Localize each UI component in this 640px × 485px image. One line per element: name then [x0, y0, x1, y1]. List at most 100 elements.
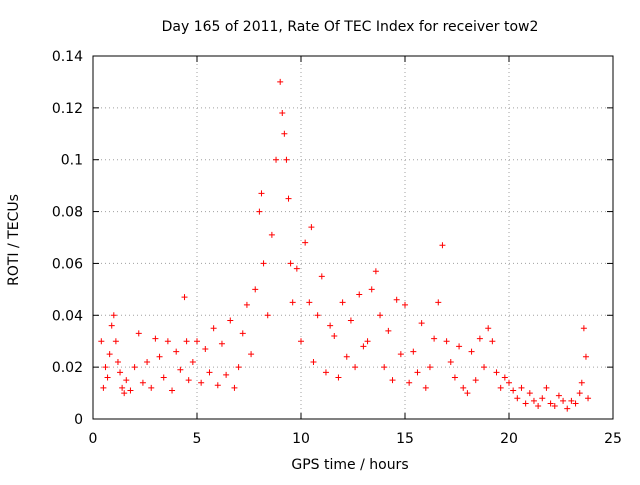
data-point [277, 78, 284, 85]
data-point [580, 325, 587, 332]
data-point [214, 382, 221, 389]
data-point [100, 384, 107, 391]
data-point [139, 379, 146, 386]
data-point [177, 366, 184, 373]
data-point [360, 343, 367, 350]
data-point [576, 390, 583, 397]
data-point [410, 348, 417, 355]
data-point [560, 397, 567, 404]
data-point [108, 322, 115, 329]
x-tick-label: 25 [604, 431, 622, 447]
data-point [198, 379, 205, 386]
data-point [243, 301, 250, 308]
data-point [248, 351, 255, 358]
data-point [547, 400, 554, 407]
x-tick-label: 5 [193, 431, 202, 447]
data-point [121, 390, 128, 397]
data-point [460, 384, 467, 391]
x-tick-label: 10 [292, 431, 310, 447]
data-point [306, 299, 313, 306]
data-point [468, 348, 475, 355]
data-point [339, 299, 346, 306]
data-point [535, 403, 542, 410]
data-point [156, 353, 163, 360]
data-point [530, 397, 537, 404]
data-point [568, 397, 575, 404]
data-point [393, 296, 400, 303]
data-point [543, 384, 550, 391]
data-point [310, 358, 317, 365]
y-tick-label: 0.04 [52, 308, 83, 324]
data-point [318, 273, 325, 280]
data-point [464, 390, 471, 397]
data-point [252, 286, 259, 293]
data-point [264, 312, 271, 319]
data-point [127, 387, 134, 394]
data-point [131, 364, 138, 371]
data-point [144, 358, 151, 365]
data-point [256, 208, 263, 215]
plot-area-border [92, 55, 614, 420]
data-point [389, 377, 396, 384]
data-point [114, 358, 121, 365]
data-point [183, 338, 190, 345]
data-point [335, 374, 342, 381]
data-point [331, 333, 338, 340]
data-point [218, 340, 225, 347]
data-point [169, 387, 176, 394]
data-point [343, 353, 350, 360]
data-point [160, 374, 167, 381]
data-point [510, 387, 517, 394]
data-point [322, 369, 329, 376]
data-point [539, 395, 546, 402]
data-point [456, 343, 463, 350]
data-point [268, 231, 275, 238]
data-point [106, 351, 113, 358]
y-tick-label: 0.06 [52, 256, 83, 272]
data-point [279, 110, 286, 117]
data-point [377, 312, 384, 319]
data-point [451, 374, 458, 381]
data-point [206, 369, 213, 376]
data-point [112, 338, 119, 345]
y-tick-label: 0.08 [52, 205, 83, 221]
data-point [582, 353, 589, 360]
data-point [368, 286, 375, 293]
data-point [110, 312, 117, 319]
data-point [202, 345, 209, 352]
data-point [152, 335, 159, 342]
data-point [518, 384, 525, 391]
data-point [481, 364, 488, 371]
y-tick-label: 0.02 [52, 360, 83, 376]
data-point [223, 371, 230, 378]
data-point [285, 195, 292, 202]
data-point [476, 335, 483, 342]
data-point [298, 338, 304, 345]
data-point [514, 395, 521, 402]
data-point [314, 312, 321, 319]
data-point [402, 301, 408, 308]
data-point [564, 405, 571, 412]
data-point [119, 384, 126, 391]
data-point [551, 403, 558, 410]
data-point [164, 338, 171, 345]
x-tick-label: 15 [396, 431, 414, 447]
data-point [181, 294, 188, 301]
y-axis-title: ROTI / TECUs [6, 194, 22, 286]
data-point [352, 364, 359, 371]
data-point [439, 242, 446, 249]
data-point [210, 325, 217, 332]
data-point [356, 291, 363, 298]
data-point [447, 358, 454, 365]
x-axis-title: GPS time / hours [291, 457, 408, 473]
data-point [472, 377, 479, 384]
data-point [227, 317, 234, 324]
data-point [185, 377, 192, 384]
data-point [102, 364, 109, 371]
data-point [522, 400, 529, 407]
data-point [485, 325, 492, 332]
data-point [526, 390, 533, 397]
data-point [289, 299, 296, 306]
